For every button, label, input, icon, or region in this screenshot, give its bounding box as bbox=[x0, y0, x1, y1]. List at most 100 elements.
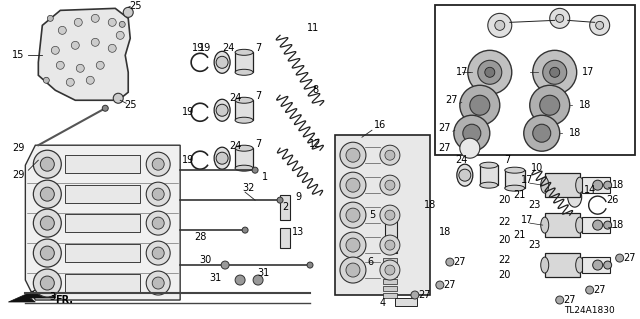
Circle shape bbox=[152, 188, 164, 200]
Ellipse shape bbox=[480, 182, 498, 188]
Bar bbox=[435, 5, 635, 155]
Circle shape bbox=[277, 197, 283, 203]
Bar bbox=[235, 100, 253, 120]
Circle shape bbox=[556, 14, 564, 22]
Text: 20: 20 bbox=[499, 235, 511, 245]
Ellipse shape bbox=[214, 51, 230, 73]
Text: 18: 18 bbox=[439, 227, 451, 237]
Text: 21: 21 bbox=[513, 190, 526, 200]
Circle shape bbox=[459, 169, 471, 181]
Circle shape bbox=[385, 240, 395, 250]
Text: 31: 31 bbox=[209, 273, 221, 283]
Text: 5: 5 bbox=[369, 210, 375, 220]
Circle shape bbox=[33, 150, 61, 178]
Text: 14: 14 bbox=[584, 185, 596, 195]
Text: 21: 21 bbox=[513, 230, 526, 240]
Circle shape bbox=[530, 85, 570, 125]
Ellipse shape bbox=[541, 177, 548, 193]
Circle shape bbox=[235, 275, 245, 285]
Text: 18: 18 bbox=[579, 100, 591, 110]
Text: 18: 18 bbox=[612, 220, 624, 230]
Bar bbox=[280, 195, 290, 220]
Circle shape bbox=[340, 202, 366, 228]
Text: 16: 16 bbox=[374, 120, 386, 130]
Ellipse shape bbox=[480, 162, 498, 168]
Bar bbox=[65, 244, 140, 262]
Text: 8: 8 bbox=[312, 85, 318, 95]
Circle shape bbox=[385, 210, 395, 220]
Bar bbox=[545, 213, 580, 237]
Circle shape bbox=[108, 19, 116, 26]
Circle shape bbox=[86, 76, 94, 84]
Circle shape bbox=[346, 238, 360, 252]
Circle shape bbox=[33, 239, 61, 267]
Text: 31: 31 bbox=[257, 268, 269, 278]
Circle shape bbox=[593, 180, 603, 190]
Text: 29: 29 bbox=[12, 170, 24, 180]
Circle shape bbox=[340, 257, 366, 283]
Text: 7: 7 bbox=[255, 43, 261, 53]
Circle shape bbox=[113, 93, 124, 103]
Text: 27: 27 bbox=[444, 280, 456, 290]
Bar bbox=[383, 293, 397, 298]
Bar bbox=[582, 217, 610, 233]
Text: 13: 13 bbox=[292, 227, 304, 237]
Circle shape bbox=[380, 175, 400, 195]
Text: 27: 27 bbox=[593, 285, 606, 295]
Bar bbox=[480, 165, 498, 185]
Ellipse shape bbox=[235, 97, 253, 103]
Circle shape bbox=[96, 61, 104, 69]
Circle shape bbox=[340, 232, 366, 258]
Text: 24: 24 bbox=[229, 93, 241, 103]
Text: 26: 26 bbox=[607, 195, 619, 205]
Ellipse shape bbox=[576, 177, 584, 193]
Circle shape bbox=[540, 95, 560, 115]
Circle shape bbox=[71, 41, 79, 49]
Circle shape bbox=[340, 142, 366, 168]
Circle shape bbox=[40, 187, 54, 201]
Text: 9: 9 bbox=[295, 192, 301, 202]
Text: 15: 15 bbox=[12, 50, 24, 60]
Circle shape bbox=[221, 261, 229, 269]
Text: 2: 2 bbox=[282, 202, 288, 212]
Text: 27: 27 bbox=[454, 257, 466, 267]
Circle shape bbox=[532, 124, 551, 142]
Circle shape bbox=[524, 115, 560, 151]
Circle shape bbox=[74, 19, 83, 26]
Ellipse shape bbox=[214, 99, 230, 121]
Circle shape bbox=[488, 13, 512, 37]
Circle shape bbox=[33, 180, 61, 208]
Text: 19: 19 bbox=[182, 107, 195, 117]
Text: 27: 27 bbox=[563, 295, 576, 305]
Text: 24: 24 bbox=[229, 141, 241, 151]
Circle shape bbox=[152, 277, 164, 289]
Ellipse shape bbox=[235, 49, 253, 55]
Text: 32: 32 bbox=[242, 183, 254, 193]
Circle shape bbox=[58, 26, 67, 34]
Text: 24: 24 bbox=[222, 43, 234, 53]
Bar bbox=[582, 257, 610, 273]
Text: FR.: FR. bbox=[55, 295, 74, 305]
Bar bbox=[335, 135, 430, 295]
Circle shape bbox=[460, 138, 480, 158]
Bar bbox=[280, 228, 290, 248]
Bar bbox=[383, 279, 397, 284]
Bar bbox=[545, 173, 580, 197]
Text: 4: 4 bbox=[380, 298, 386, 308]
Polygon shape bbox=[38, 8, 130, 100]
Text: 22: 22 bbox=[499, 217, 511, 227]
Circle shape bbox=[152, 247, 164, 259]
Text: 12: 12 bbox=[309, 139, 321, 149]
Text: 18: 18 bbox=[612, 180, 624, 190]
Circle shape bbox=[380, 260, 400, 280]
Circle shape bbox=[102, 105, 108, 111]
Ellipse shape bbox=[505, 167, 525, 173]
Text: 17: 17 bbox=[582, 67, 594, 77]
Bar bbox=[505, 170, 525, 188]
Text: 11: 11 bbox=[307, 23, 319, 33]
Circle shape bbox=[543, 60, 566, 84]
Circle shape bbox=[92, 14, 99, 22]
Bar bbox=[545, 253, 580, 277]
Text: 27: 27 bbox=[438, 143, 451, 153]
Text: 3: 3 bbox=[49, 292, 56, 302]
